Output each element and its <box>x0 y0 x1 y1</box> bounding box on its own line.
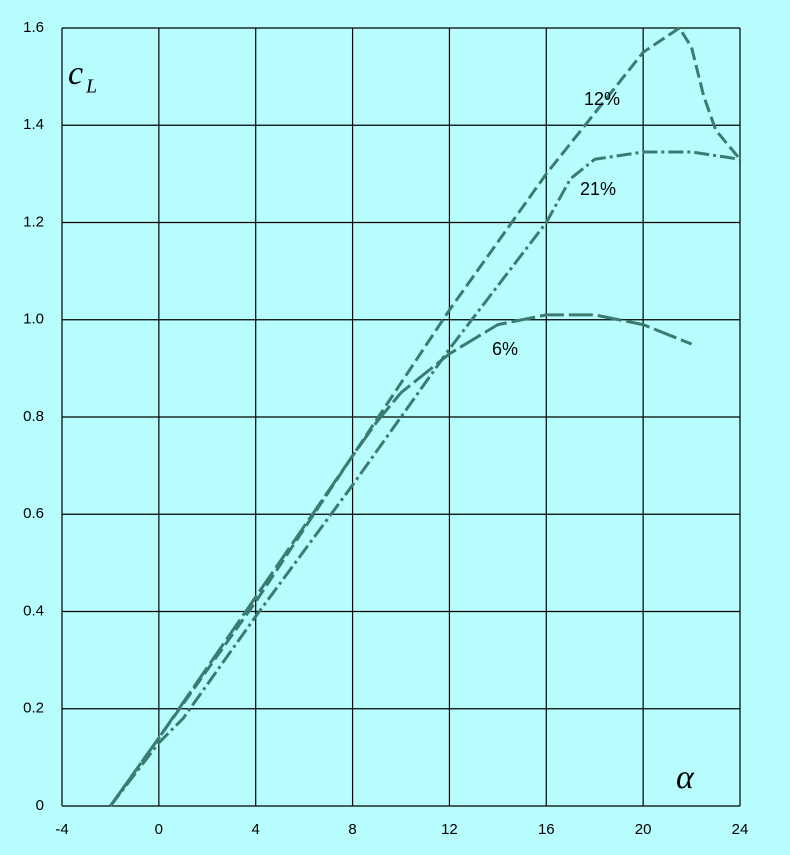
y-tick-label: 1.2 <box>23 213 44 230</box>
curve <box>109 150 741 807</box>
y-axis-label: c <box>68 55 83 92</box>
x-tick-label: -4 <box>55 821 68 838</box>
x-tick-label: 12 <box>441 821 458 838</box>
series-label: 6% <box>492 339 518 359</box>
x-tick-label: 16 <box>538 821 555 838</box>
x-tick-label: 0 <box>155 821 163 838</box>
y-tick-label: 1.4 <box>23 116 44 133</box>
x-tick-label: 8 <box>348 821 356 838</box>
y-tick-label: 0.4 <box>23 602 44 619</box>
y-tick-label: 0.8 <box>23 408 44 425</box>
x-tick-label: 4 <box>252 821 260 838</box>
series-label: 21% <box>580 179 616 199</box>
y-tick-label: 0 <box>36 797 44 814</box>
y-tick-label: 1.6 <box>23 19 44 36</box>
series-label: 12% <box>584 89 620 109</box>
curve <box>109 26 742 807</box>
x-axis-label: α <box>676 759 695 796</box>
y-tick-label: 0.2 <box>23 700 44 717</box>
curve <box>109 313 693 807</box>
x-tick-label: 20 <box>635 821 652 838</box>
y-axis-label-subscript: L <box>85 76 97 98</box>
y-tick-label: 1.0 <box>23 311 44 328</box>
x-tick-label: 24 <box>732 821 749 838</box>
y-tick-label: 0.6 <box>23 505 44 522</box>
